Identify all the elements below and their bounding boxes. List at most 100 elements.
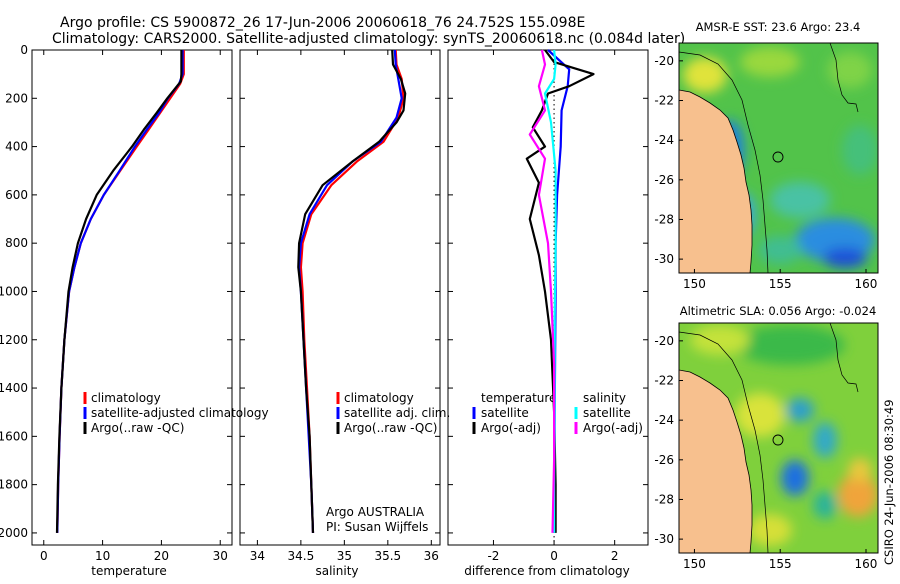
- depth-tick-label: 1400: [0, 381, 28, 395]
- depth-tick-label: 0: [20, 43, 28, 57]
- map-lon-label: 155: [769, 557, 792, 571]
- temperature-xtick-label: 20: [154, 549, 169, 563]
- legend-label-argo: Argo(..raw -QC): [91, 421, 184, 435]
- depth-tick-label: 2000: [0, 526, 28, 540]
- salinity-xtick-label: 35.5: [374, 549, 401, 563]
- salinity-legend: climatology satellite adj. clim. Argo(..…: [326, 391, 450, 534]
- legend-label-temp-argo: Argo(-adj): [481, 421, 541, 435]
- map-lon-label: 155: [769, 277, 792, 291]
- legend-label-sal-satellite: satellite: [583, 406, 631, 420]
- depth-tick-label: 600: [5, 188, 28, 202]
- difference-legend: temperature salinity satellite Argo(-adj…: [472, 391, 643, 435]
- sst-map-title: AMSR-E SST: 23.6 Argo: 23.4: [696, 20, 861, 34]
- depth-tick-label: 1600: [0, 429, 28, 443]
- sla-map-land: [679, 369, 753, 553]
- map-lat-label: -30: [654, 252, 674, 266]
- map-lat-label: -24: [654, 133, 674, 147]
- legend-label-satellite-adjusted: satellite-adjusted climatology: [91, 406, 269, 420]
- sla-map-profile-marker: [772, 434, 784, 446]
- sla-map-field: [679, 323, 878, 553]
- annotation-pi-name: PI: Susan Wijffels: [326, 520, 428, 534]
- difference-xlabel: difference from climatology: [464, 564, 630, 578]
- legend-label-satellite-adj: satellite adj. clim.: [344, 406, 450, 420]
- depth-tick-label: 1000: [0, 284, 28, 298]
- sst-map: AMSR-E SST: 23.6 Argo: 23.4: [678, 20, 879, 274]
- depth-tick-label: 800: [5, 236, 28, 250]
- difference-xtick-label: -2: [487, 549, 499, 563]
- sla-map: Altimetric SLA: 0.056 Argo: -0.024: [678, 304, 879, 554]
- difference-series-salinity-argo-adj: [528, 49, 556, 533]
- depth-tick-label: 400: [5, 140, 28, 154]
- salinity-panel: [239, 49, 441, 546]
- sst-map-frame: [678, 42, 879, 274]
- sla-map-reef-contour: [829, 323, 859, 393]
- figure-title-line1: Argo profile: CS 5900872_26 17-Jun-2006 …: [60, 15, 585, 31]
- map-lat-label: -26: [654, 173, 674, 187]
- sst-map-profile-marker: [772, 151, 784, 163]
- sst-map-land: [679, 89, 753, 273]
- sst-map-field: [679, 43, 878, 273]
- temperature-xtick-label: 30: [213, 549, 228, 563]
- figure-title-line2: Climatology: CARS2000. Satellite-adjuste…: [52, 31, 685, 47]
- map-lat-label: -20: [654, 334, 674, 348]
- map-lon-label: 150: [683, 277, 706, 291]
- sst-map-reef-contour: [829, 43, 859, 113]
- salinity-xtick-label: 36: [424, 549, 439, 563]
- temperature-legend: climatology satellite-adjusted climatolo…: [83, 391, 269, 435]
- difference-series-temperature-argo-adj: [525, 49, 595, 533]
- temperature-panel: [31, 49, 233, 546]
- salinity-chart-marks: 34 34.5 35 35.5 36: [240, 49, 440, 563]
- difference-plot-frame: [447, 49, 649, 546]
- map-lat-label: -22: [654, 374, 674, 388]
- legend-label-climatology: climatology: [344, 391, 414, 405]
- map-lon-label: 150: [683, 557, 706, 571]
- sst-map-isobath: [679, 51, 769, 273]
- legend-title-salinity: salinity: [583, 391, 626, 405]
- map-lat-label: -26: [654, 453, 674, 467]
- temperature-xtick-label: 10: [95, 549, 110, 563]
- legend-label-sal-argo: Argo(-adj): [583, 421, 643, 435]
- salinity-xtick-label: 34.5: [288, 549, 315, 563]
- salinity-plot-frame: [239, 49, 441, 546]
- map-lat-label: -24: [654, 413, 674, 427]
- map-lat-label: -20: [654, 54, 674, 68]
- legend-label-climatology: climatology: [91, 391, 161, 405]
- csiro-timestamp: CSIRO 24-Jun-2006 08:30:49: [882, 399, 896, 565]
- map-0-axes: 150 155 160 -20 -22 -24 -26 -28 -30: [654, 54, 877, 291]
- legend-label-argo: Argo(..raw -QC): [344, 421, 437, 435]
- sla-map-isobath: [679, 331, 769, 553]
- sla-map-frame: [678, 322, 879, 554]
- map-lat-label: -28: [654, 492, 674, 506]
- temperature-series-argo-raw-qc: [55, 50, 183, 533]
- salinity-xlabel: salinity: [315, 564, 358, 578]
- depth-tick-label: 1800: [0, 478, 28, 492]
- chart-marks-layer: 0 10 20 30020040060080010001200140016001800…: [0, 43, 877, 571]
- map-lat-label: -30: [654, 532, 674, 546]
- salinity-xtick-label: 34: [250, 549, 265, 563]
- sla-map-title: Altimetric SLA: 0.056 Argo: -0.024: [680, 304, 877, 318]
- temperature-chart-marks: 0 10 20 30 0 200 400 600 800 1000 1200 1400 1600 1800…: [0, 43, 232, 563]
- difference-panel: [447, 49, 649, 546]
- map-lat-label: -28: [654, 212, 674, 226]
- difference-xtick-label: 0: [550, 549, 558, 563]
- map-lat-label: -22: [654, 94, 674, 108]
- map-lon-label: 160: [855, 557, 878, 571]
- difference-chart-marks: -2 0 2: [448, 49, 648, 563]
- legend-label-temp-satellite: satellite: [481, 406, 529, 420]
- temperature-xtick-label: 0: [40, 549, 48, 563]
- depth-tick-label: 1200: [0, 333, 28, 347]
- sst-map-blobs: [683, 47, 878, 268]
- map-1-axes: 150 155 160 -20 -22 -24 -26 -28 -30: [654, 334, 877, 571]
- depth-tick-label: 200: [5, 91, 28, 105]
- salinity-series-argo-raw-qc: [297, 49, 407, 533]
- sla-map-blobs: [690, 325, 878, 546]
- salinity-xtick-label: 35: [337, 549, 352, 563]
- temperature-plot-frame: [31, 49, 233, 546]
- temperature-xlabel: temperature: [91, 564, 166, 578]
- legend-title-temperature: temperature: [481, 391, 556, 405]
- difference-xtick-label: 2: [611, 549, 619, 563]
- annotation-argo-australia: Argo AUSTRALIA: [326, 505, 425, 519]
- map-lon-label: 160: [855, 277, 878, 291]
